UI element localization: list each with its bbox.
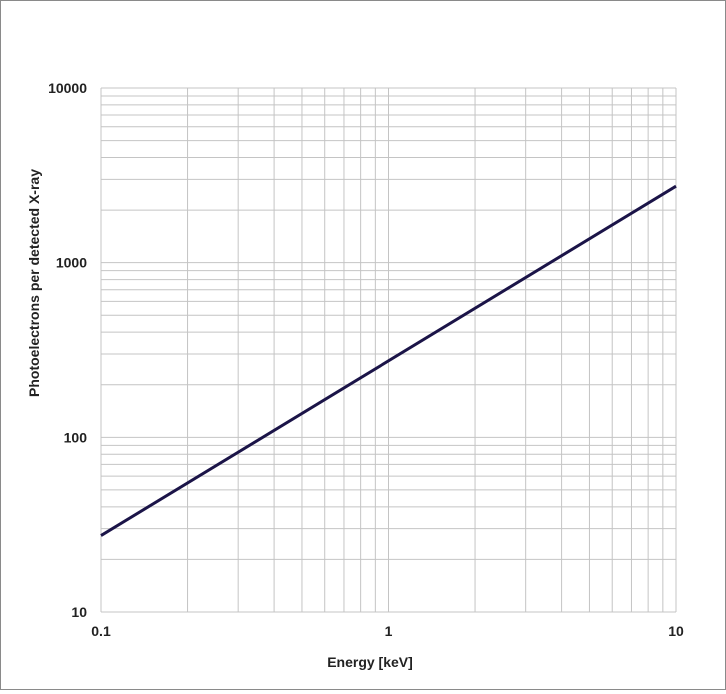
series-line	[100, 184, 677, 537]
y-tick-label: 100	[64, 429, 88, 445]
series-layer	[100, 184, 677, 537]
x-tick-label: 10	[668, 623, 684, 639]
y-tick-labels: 10 100 1000 10000	[48, 80, 87, 620]
x-tick-label: 0.1	[91, 623, 111, 639]
x-axis-label: Energy [keV]	[327, 654, 413, 670]
grid	[100, 87, 677, 613]
y-tick-label: 10000	[48, 80, 87, 96]
y-tick-label: 10	[71, 604, 87, 620]
x-tick-labels: 0.1 1 10	[91, 623, 684, 639]
y-tick-label: 1000	[56, 255, 87, 271]
y-axis-label: Photoelectrons per detected X-ray	[26, 169, 42, 397]
x-tick-label: 1	[385, 623, 393, 639]
